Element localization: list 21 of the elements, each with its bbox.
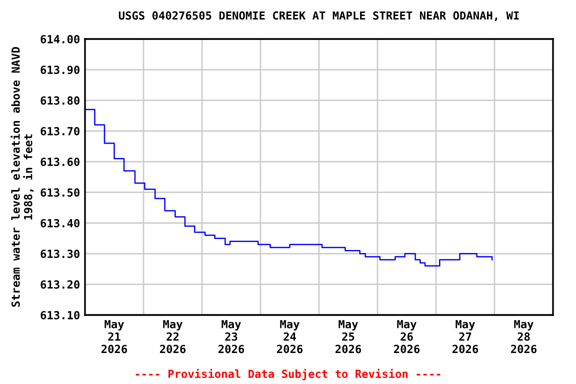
y-tick-label: 613.20 <box>40 280 80 289</box>
y-tick-label: 613.50 <box>40 188 80 197</box>
y-tick-label: 614.00 <box>40 34 80 44</box>
y-tick-label: 613.90 <box>40 66 80 74</box>
x-tick-label: May 23 2026 <box>218 320 244 354</box>
y-axis-title: Stream water level elevation above NAVD 1988, in feet <box>10 47 34 307</box>
x-tick-label: May 25 2026 <box>335 320 362 354</box>
y-tick-label: 613.80 <box>40 96 80 105</box>
y-tick-label: 613.30 <box>40 250 80 258</box>
x-tick-label: May 28 2026 <box>510 320 537 354</box>
text: ---- Provisional Data Subject to Revision ---- <box>136 368 440 380</box>
y-tick-label: 613.70 <box>40 126 80 136</box>
x-tick-label: May 27 2026 <box>452 320 478 354</box>
y-tick-label: 613.40 <box>40 218 80 228</box>
y-tick-label: 613.10 <box>40 310 80 320</box>
x-tick-label: May 26 2026 <box>394 320 420 354</box>
x-tick-label: May 21 2026 <box>101 320 128 354</box>
chart-title: USGS 040276505 DENOMIE CREEK AT MAPLE STREET NEAR ODANAH, WI <box>118 11 519 22</box>
y-tick-label: 613.60 <box>40 158 80 166</box>
x-tick-label: May 22 2026 <box>160 320 186 354</box>
x-tick-label: May 24 2026 <box>276 320 303 354</box>
